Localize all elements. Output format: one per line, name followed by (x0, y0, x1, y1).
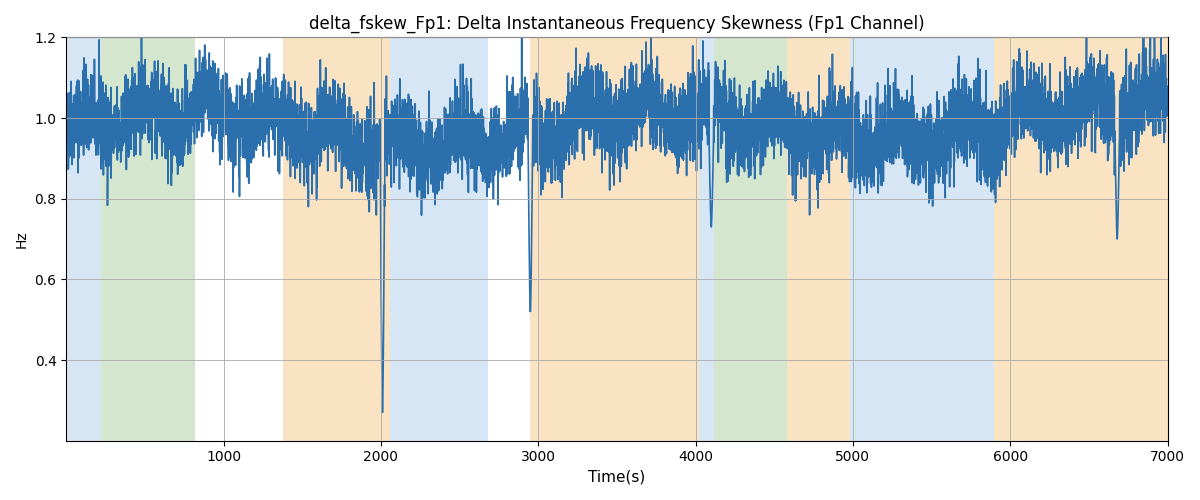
Bar (698, 38, 714, 440)
Bar (66, 38, 101, 440)
Bar (850, 38, 995, 440)
Bar (714, 38, 787, 440)
X-axis label: Time(s): Time(s) (588, 470, 646, 485)
Bar (530, 38, 698, 440)
Bar (787, 38, 850, 440)
Bar (283, 38, 390, 440)
Title: delta_fskew_Fp1: Delta Instantaneous Frequency Skewness (Fp1 Channel): delta_fskew_Fp1: Delta Instantaneous Fre… (310, 15, 925, 34)
Y-axis label: Hz: Hz (16, 230, 29, 248)
Bar (390, 38, 488, 440)
Bar (995, 38, 1168, 440)
Bar (101, 38, 196, 440)
